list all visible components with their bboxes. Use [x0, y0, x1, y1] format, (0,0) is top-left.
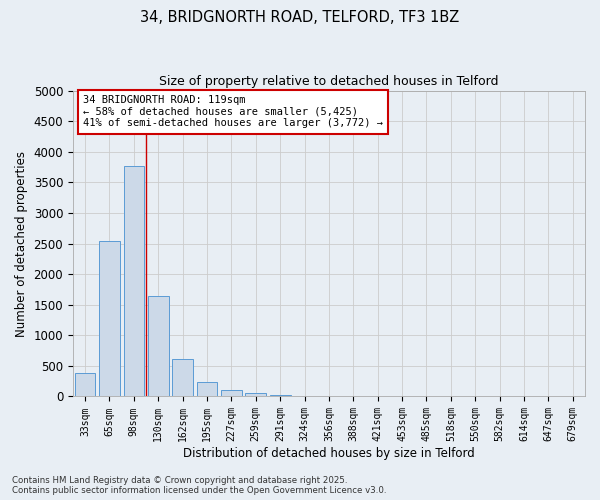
Bar: [245, 393, 266, 396]
Text: 34 BRIDGNORTH ROAD: 119sqm
← 58% of detached houses are smaller (5,425)
41% of s: 34 BRIDGNORTH ROAD: 119sqm ← 58% of deta…: [83, 95, 383, 128]
Bar: [75, 372, 95, 396]
Text: 34, BRIDGNORTH ROAD, TELFORD, TF3 1BZ: 34, BRIDGNORTH ROAD, TELFORD, TF3 1BZ: [140, 10, 460, 25]
Bar: [172, 359, 193, 397]
Y-axis label: Number of detached properties: Number of detached properties: [15, 150, 28, 336]
X-axis label: Distribution of detached houses by size in Telford: Distribution of detached houses by size …: [183, 447, 475, 460]
Text: Contains HM Land Registry data © Crown copyright and database right 2025.
Contai: Contains HM Land Registry data © Crown c…: [12, 476, 386, 495]
Bar: [124, 166, 144, 396]
Title: Size of property relative to detached houses in Telford: Size of property relative to detached ho…: [159, 75, 499, 88]
Bar: [221, 390, 242, 396]
Bar: [99, 241, 120, 396]
Bar: [270, 394, 290, 396]
Bar: [148, 296, 169, 396]
Bar: [197, 382, 217, 396]
